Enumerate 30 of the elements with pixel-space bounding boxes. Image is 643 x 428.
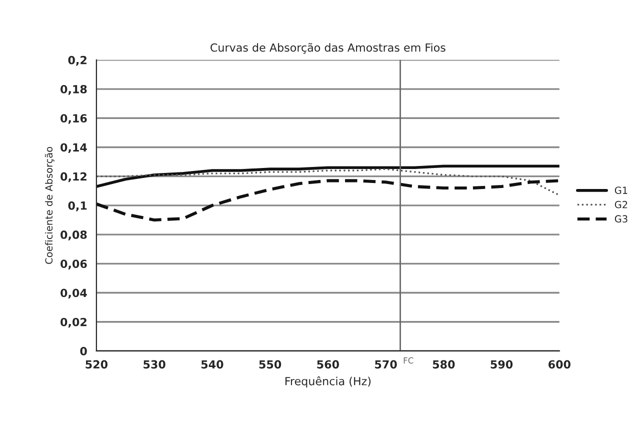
x-tick-label: 580 [432,360,455,369]
y-tick-label: 0,14 [60,143,87,154]
legend-label: G3 [614,215,628,223]
x-tick-label: 560 [317,360,339,369]
x-tick-label: 570 [375,360,397,369]
legend-label: G1 [614,186,628,194]
y-tick-label: 0,02 [60,318,86,328]
y-tick-label: 0 [80,346,87,356]
x-tick-label: 600 [548,360,570,369]
y-axis-title: Coeficiente de Absorção [44,146,54,264]
y-tick-label: 0,04 [60,288,87,299]
x-tick-label: 540 [201,360,224,369]
chart-title: Curvas de Absorção das Amostras em Fios [210,42,446,54]
x-tick-label: 550 [259,360,282,369]
y-tick-label: 0,08 [60,230,87,240]
y-tick-label: 0,16 [60,114,87,124]
ref-line-label: FC [404,357,414,364]
legend-label: G2 [614,200,628,208]
y-tick-label: 0,18 [60,85,87,95]
y-tick-label: 0,1 [68,201,87,212]
x-tick-label: 590 [490,360,513,369]
line-series [96,164,560,188]
line-series [96,168,560,196]
x-axis-title: Frequência (Hz) [285,376,371,388]
x-tick-label: 530 [144,360,166,369]
line-series [96,179,560,222]
y-tick-label: 0,2 [68,56,86,66]
x-tick-label: 520 [86,360,108,369]
y-tick-label: 0,12 [60,172,86,182]
y-tick-label: 0,06 [60,260,87,270]
